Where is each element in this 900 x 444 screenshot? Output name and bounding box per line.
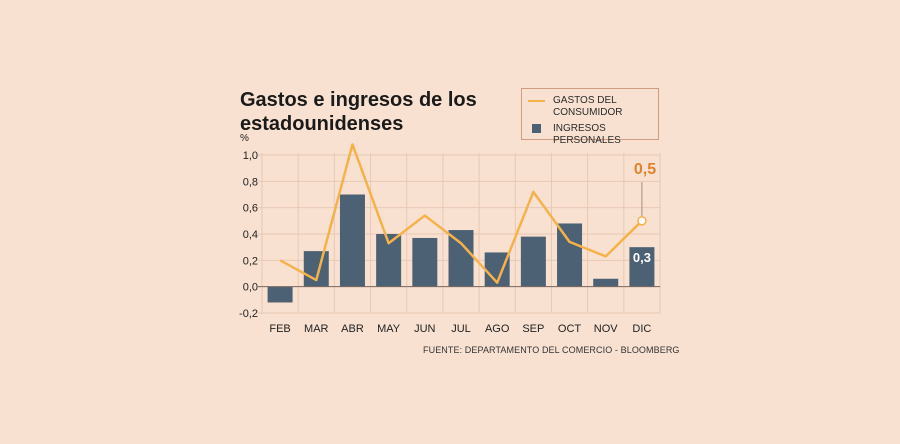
x-tick-label: ABR <box>341 323 364 335</box>
x-tick-label: JUL <box>451 323 471 335</box>
x-tick-label: AGO <box>485 323 510 335</box>
y-tick-label: -0,2 <box>239 308 258 320</box>
x-tick-label: JUN <box>414 323 435 335</box>
bar-ingresos <box>520 236 546 287</box>
y-unit-label: % <box>240 133 249 144</box>
line-gastos <box>279 143 643 284</box>
bar-ingresos <box>267 286 293 303</box>
annotation-line-value: 0,5 <box>634 161 656 178</box>
x-tick-label: FEB <box>269 323 290 335</box>
y-tick-label: 0,0 <box>243 282 258 294</box>
legend-label-ingresos: INGRESOS PERSONALES <box>553 123 621 146</box>
legend-item-ingresos: INGRESOS PERSONALES <box>528 123 653 147</box>
bar-ingresos <box>412 237 438 287</box>
x-tick-label: MAY <box>377 323 401 335</box>
bar-ingresos <box>593 278 619 287</box>
x-tick-label: OCT <box>558 323 582 335</box>
legend-label-gastos: GASTOS DEL CONSUMIDOR <box>553 95 623 118</box>
x-tick-label: MAR <box>304 323 329 335</box>
legend-bar-swatch <box>532 124 541 133</box>
x-tick-label: SEP <box>522 323 544 335</box>
bar-ingresos <box>629 247 655 287</box>
y-tick-label: 0,4 <box>243 229 258 241</box>
y-tick-label: 0,8 <box>243 176 258 188</box>
y-tick-label: 0,6 <box>243 203 258 215</box>
bar-ingresos <box>448 230 474 287</box>
bar-ingresos <box>339 194 365 287</box>
annotation-bar-value: 0,3 <box>633 250 651 265</box>
bar-ingresos <box>303 251 329 287</box>
y-tick-label: 0,2 <box>243 255 258 267</box>
line-last-point <box>637 216 647 226</box>
bar-ingresos <box>557 223 583 287</box>
chart-title: Gastos e ingresos de los estadounidenses <box>240 89 477 135</box>
y-tick-label: 1,0 <box>243 150 258 162</box>
source-note: FUENTE: DEPARTAMENTO DEL COMERCIO - BLOO… <box>423 345 680 355</box>
legend-item-gastos: GASTOS DEL CONSUMIDOR <box>528 95 653 119</box>
chart-legend: GASTOS DEL CONSUMIDOR INGRESOS PERSONALE… <box>521 88 659 146</box>
legend-line-swatch <box>528 100 545 102</box>
x-tick-label: DIC <box>632 323 651 335</box>
x-tick-label: NOV <box>594 323 619 335</box>
